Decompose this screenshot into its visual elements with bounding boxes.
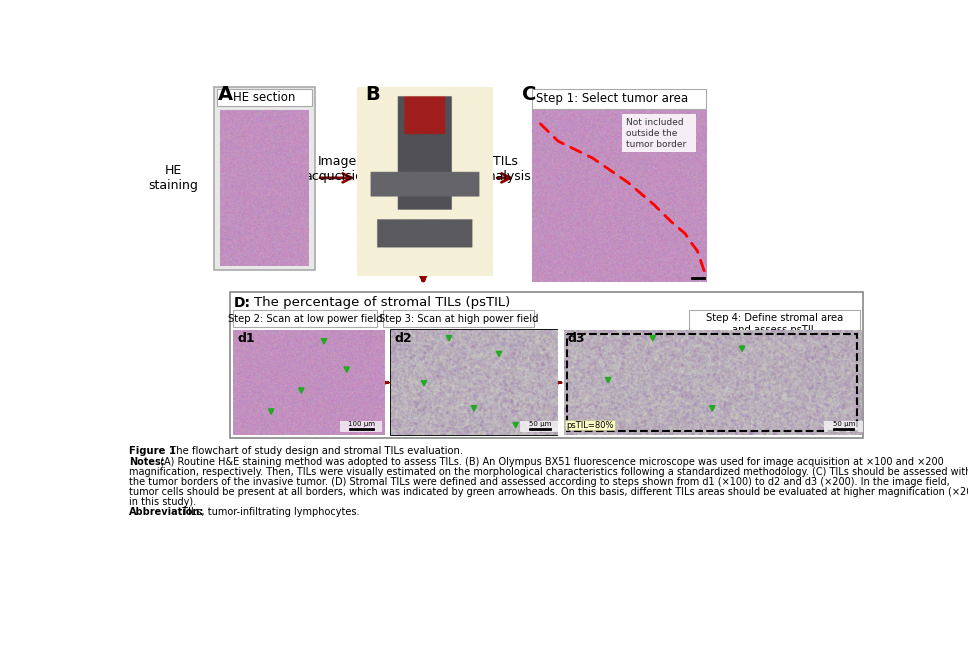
Text: D:: D: xyxy=(233,295,251,310)
Text: magnification, respectively. Then, TILs were visually estimated on the morpholog: magnification, respectively. Then, TILs … xyxy=(129,467,968,478)
Text: d1: d1 xyxy=(237,332,255,345)
Text: HE
staining: HE staining xyxy=(149,164,198,192)
Text: Not included
outside the
tumor border: Not included outside the tumor border xyxy=(626,117,686,149)
Text: d3: d3 xyxy=(567,332,585,345)
Polygon shape xyxy=(497,351,501,356)
Text: C: C xyxy=(522,86,536,104)
Text: B: B xyxy=(365,86,379,104)
Bar xyxy=(565,420,616,430)
Text: Notes:: Notes: xyxy=(129,457,165,467)
Text: 50 μm: 50 μm xyxy=(832,421,856,426)
Bar xyxy=(233,310,377,327)
Text: TILs
analysis: TILs analysis xyxy=(480,155,530,183)
Text: Figure 1: Figure 1 xyxy=(129,446,176,456)
Text: HE section: HE section xyxy=(233,91,295,104)
Text: psTIL=80%: psTIL=80% xyxy=(566,421,614,430)
Text: d2: d2 xyxy=(395,332,412,345)
Polygon shape xyxy=(299,388,304,393)
Text: the tumor borders of the invasive tumor. (D) Stromal TILs were defined and asses: the tumor borders of the invasive tumor.… xyxy=(129,478,950,487)
Text: The flowchart of study design and stromal TILs evaluation.: The flowchart of study design and stroma… xyxy=(164,446,463,456)
Bar xyxy=(520,421,559,432)
Text: tumor cells should be present at all borders, which was indicated by green arrow: tumor cells should be present at all bor… xyxy=(129,487,968,498)
Text: Abbreviation:: Abbreviation: xyxy=(129,507,204,517)
Polygon shape xyxy=(605,377,611,383)
Polygon shape xyxy=(446,336,452,341)
Text: A: A xyxy=(218,86,233,104)
Text: Step 1: Select tumor area: Step 1: Select tumor area xyxy=(535,92,687,105)
Text: TILs, tumor-infiltrating lymphocytes.: TILs, tumor-infiltrating lymphocytes. xyxy=(179,507,360,517)
Bar xyxy=(567,334,858,431)
Bar xyxy=(340,421,382,432)
Text: Step 3: Scan at high power field: Step 3: Scan at high power field xyxy=(378,314,538,324)
Text: 100 μm: 100 μm xyxy=(348,421,375,426)
Bar xyxy=(229,292,863,438)
Bar xyxy=(217,89,312,106)
Text: 50 μm: 50 μm xyxy=(529,421,552,426)
Polygon shape xyxy=(344,367,349,373)
Bar xyxy=(391,330,558,435)
Polygon shape xyxy=(471,406,476,411)
Text: Image
acqucision: Image acqucision xyxy=(304,155,371,183)
Text: Step 4: Define stromal area
and assess psTIL: Step 4: Define stromal area and assess p… xyxy=(706,314,843,335)
Bar xyxy=(531,89,706,109)
Bar xyxy=(214,87,315,270)
Bar xyxy=(689,310,860,338)
Polygon shape xyxy=(421,380,427,386)
Text: Step 2: Scan at low power field: Step 2: Scan at low power field xyxy=(227,314,382,324)
Polygon shape xyxy=(321,339,327,344)
Polygon shape xyxy=(710,406,715,411)
Bar xyxy=(622,114,696,152)
Text: in this study).: in this study). xyxy=(129,498,196,507)
Polygon shape xyxy=(513,422,519,428)
Polygon shape xyxy=(268,409,274,414)
Bar xyxy=(383,310,534,327)
Polygon shape xyxy=(740,346,744,351)
Bar xyxy=(290,339,378,404)
Bar xyxy=(824,421,862,432)
Text: The percentage of stromal TILs (psTIL): The percentage of stromal TILs (psTIL) xyxy=(255,296,510,309)
Text: (A) Routine H&E staining method was adopted to assess TILs. (B) An Olympus BX51 : (A) Routine H&E staining method was adop… xyxy=(157,457,944,467)
Polygon shape xyxy=(650,336,655,341)
